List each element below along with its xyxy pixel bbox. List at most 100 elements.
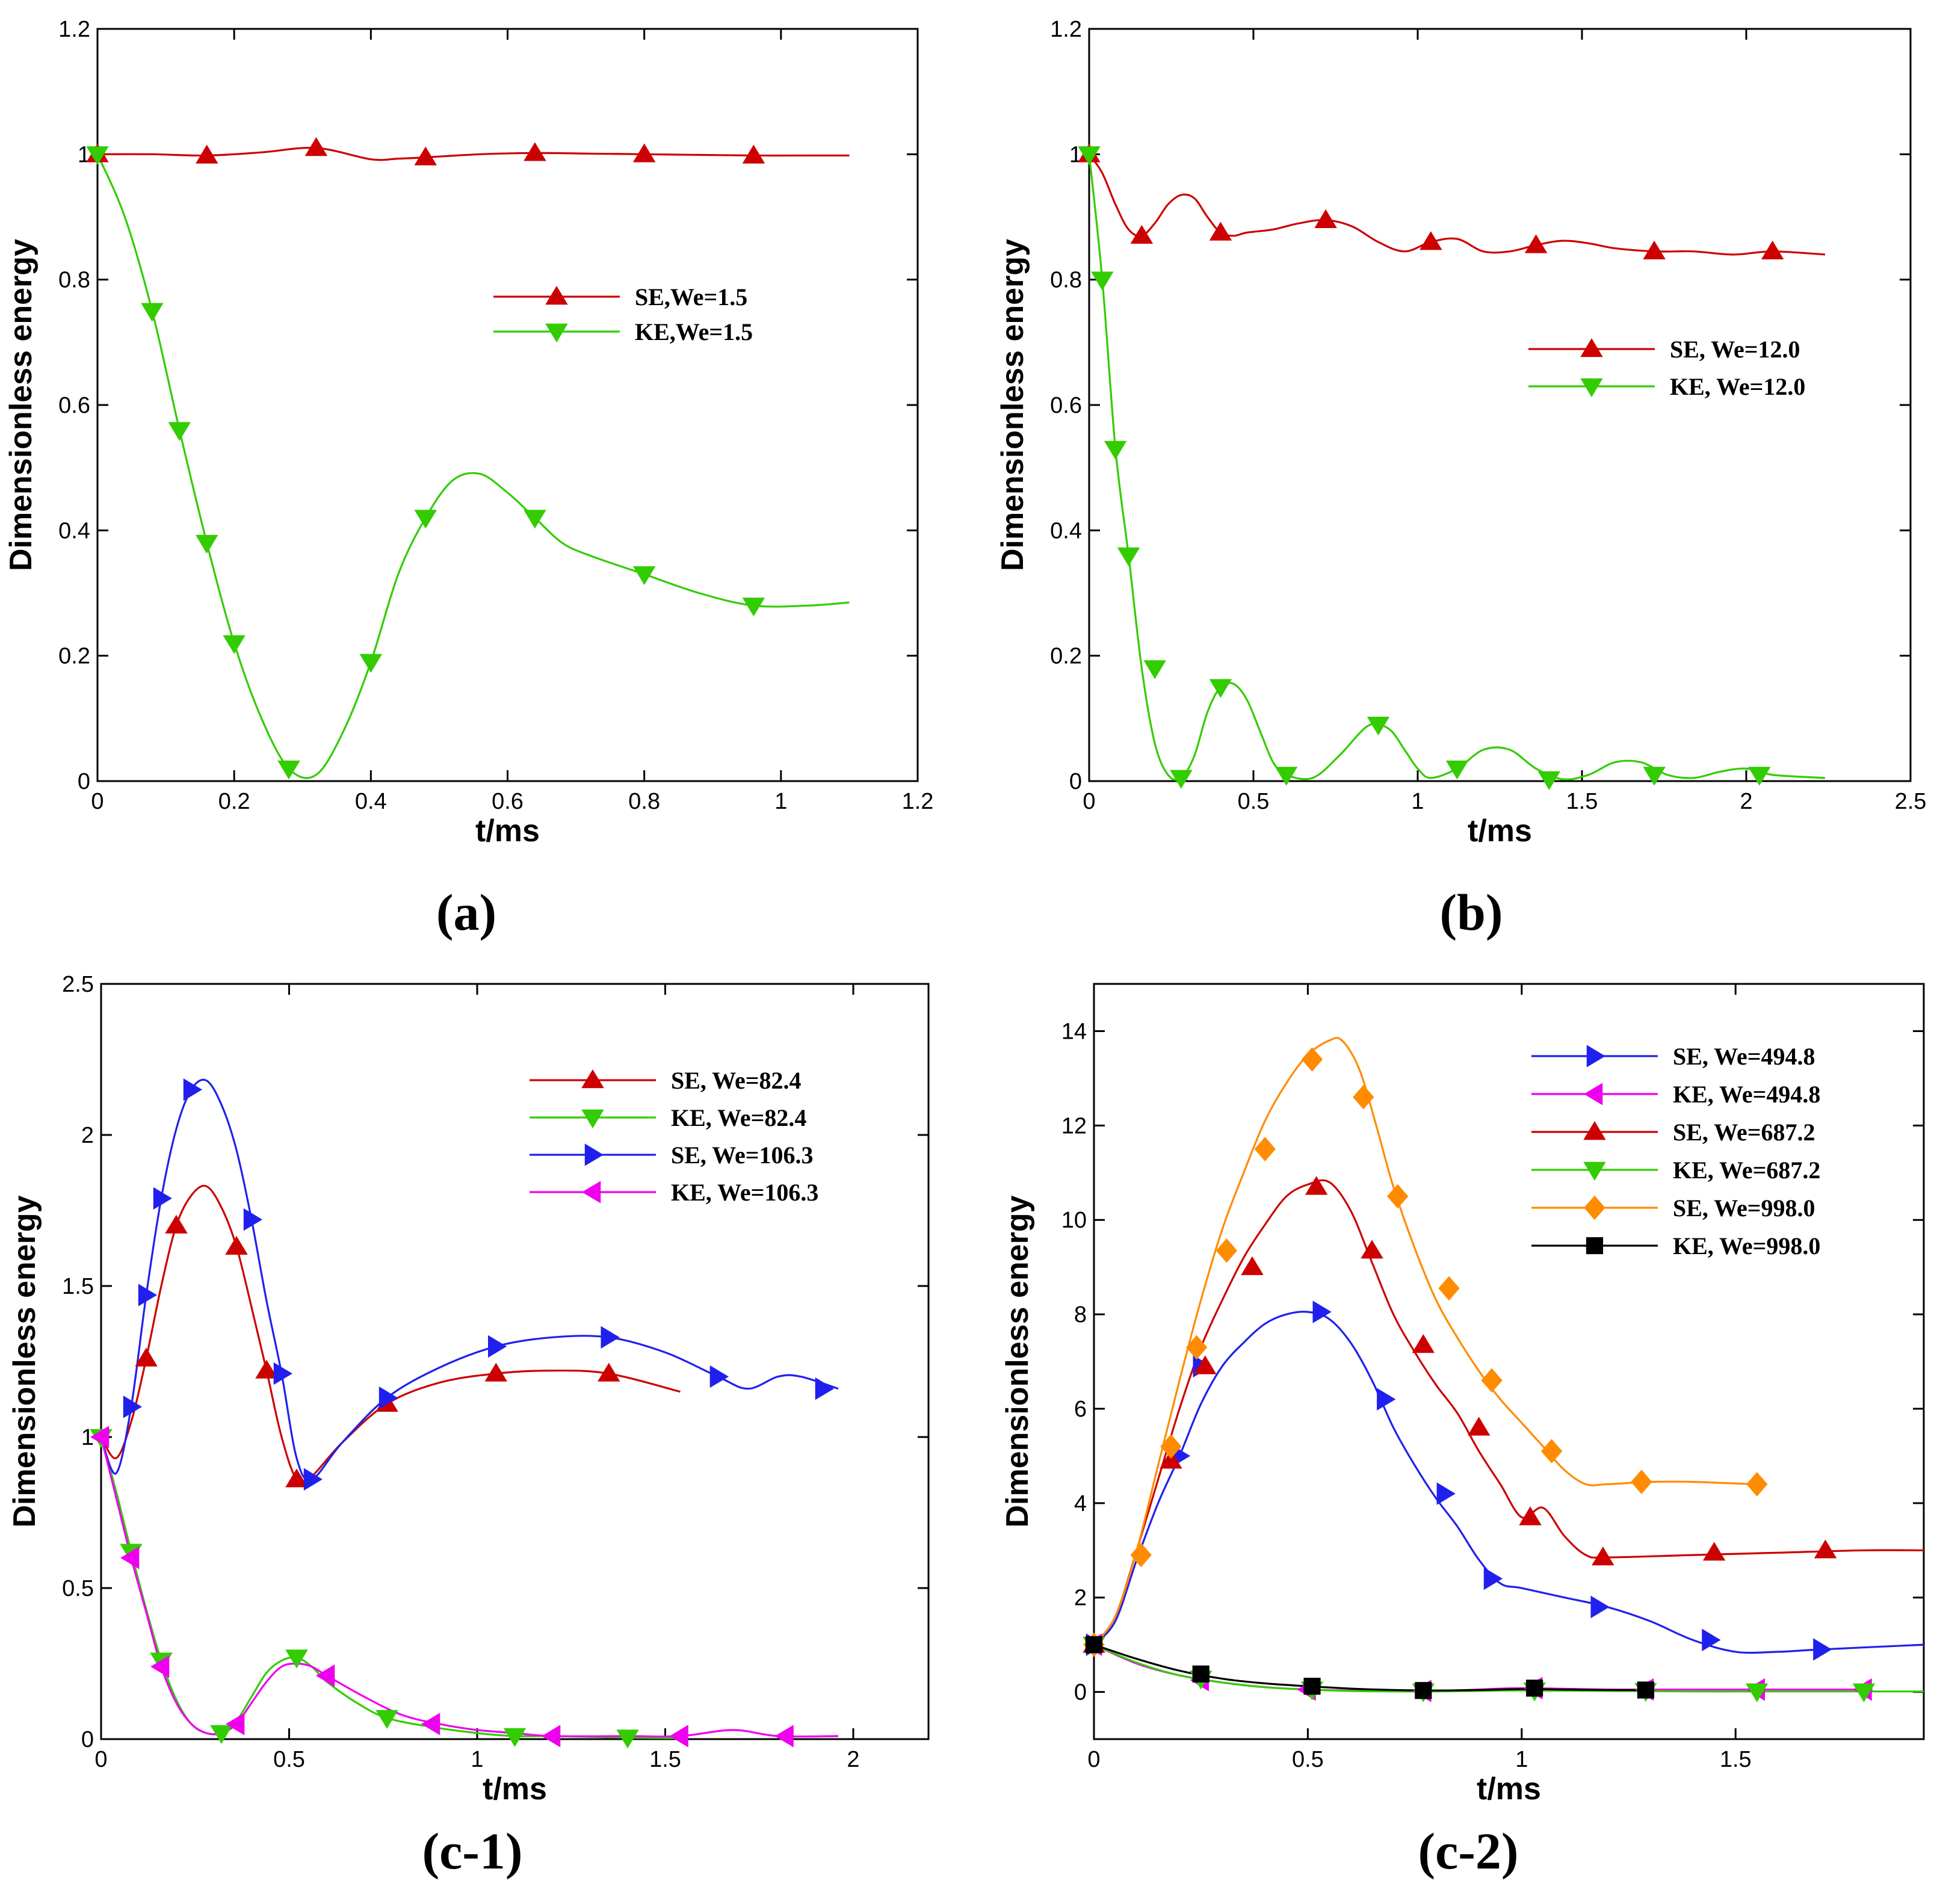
panel-c2-legend-label-0: SE, We=494.8 [1673, 1043, 1815, 1070]
panel-c1-series-0-marker [484, 1362, 507, 1382]
panel-c2-series-2-marker [1814, 1539, 1837, 1559]
panel-b-series-0-marker [1209, 221, 1232, 241]
panel-b-series-1-marker [1104, 440, 1127, 460]
panel-c1-legend-marker-2 [584, 1143, 604, 1166]
panel-c1-series-0-marker [165, 1214, 188, 1234]
panel-c1-series-line-3 [101, 1436, 839, 1738]
panel-c1-series-0-marker [225, 1235, 248, 1255]
panel-c1-series-1-marker [616, 1729, 639, 1749]
panel-c2-series-0-marker [1590, 1595, 1610, 1619]
panel-c2-plot-frame [1093, 983, 1925, 1740]
panel-c1-xtick-label: 0.5 [273, 1747, 305, 1772]
panel-c2-legend-label-5: KE, We=998.0 [1673, 1232, 1820, 1260]
panel-a-series-1-marker [223, 635, 246, 654]
panel-c2-legend-label-2: SE, We=687.2 [1673, 1119, 1815, 1146]
panel-c2-yaxis-title: Dimensionless energy [1000, 1195, 1035, 1527]
panel-c1-legend-label-0: SE, We=82.4 [671, 1067, 802, 1094]
panel-b-xtick-label: 0.5 [1238, 789, 1270, 814]
panel-b-xaxis-title: t/ms [1468, 814, 1532, 848]
panel-c1-series-2-marker [601, 1326, 620, 1349]
panel-c2-series-4-marker [1481, 1368, 1503, 1393]
panel-a-legend-label-0: SE,We=1.5 [635, 283, 747, 311]
panel-a-ytick-label: 0 [78, 769, 90, 794]
panel-c1-series-line-2 [101, 1078, 839, 1481]
panel-b-series-1-marker [1209, 679, 1232, 698]
panel-b-ytick-label: 0 [1069, 769, 1082, 794]
panel-b-legend-marker-1 [1580, 378, 1603, 397]
panel-c2: 0 0.5 1 1.5 0 2 4 6 8 10 12 14 t/ms Dimensionless ene… [1000, 983, 1925, 1880]
panel-b-series-1-marker [1170, 770, 1193, 789]
panel-c1-series-2-marker [273, 1362, 292, 1385]
panel-c2-xtick-label: 1.5 [1720, 1747, 1752, 1772]
panel-b-series-1-marker [1117, 547, 1140, 566]
panel-c2-series-0-marker [1483, 1567, 1503, 1590]
panel-c1-ytick-label: 0 [81, 1727, 94, 1752]
panel-a-legend-label-1: KE,We=1.5 [635, 318, 753, 345]
panel-a-xtick-label: 0.2 [218, 789, 250, 814]
panel-a-series-1-marker [742, 598, 765, 617]
panel-c1-series-3-marker [90, 1426, 110, 1448]
panel-a-ytick-label: 0.4 [58, 518, 90, 543]
panel-c2-series-4-marker [1185, 1335, 1208, 1360]
panel-c2-series-2-marker [1412, 1334, 1435, 1353]
panel-c2-series-4-marker [1746, 1472, 1768, 1497]
panel-a-series-0-marker [524, 142, 546, 161]
panel-c2-legend-marker-1 [1584, 1083, 1603, 1105]
panel-c2-xtick-label: 1 [1515, 1747, 1528, 1772]
panel-c1-legend-marker-3 [582, 1181, 601, 1204]
panel-c2-series-5-marker [1192, 1665, 1209, 1683]
panel-c1-series-0-marker [285, 1468, 308, 1488]
panel-c2-series-0-marker [1312, 1300, 1332, 1323]
panel-a-yaxis-title: Dimensionless energy [4, 239, 39, 571]
panel-a-series-0-marker [196, 144, 218, 164]
panel-b-plot-frame [1088, 28, 1912, 782]
panel-c1-series-1-marker [503, 1728, 527, 1747]
panel-b-series-1-marker [1445, 760, 1469, 780]
panel-b-series-0-marker [1130, 224, 1154, 244]
panel-c1-xtick-label: 1 [471, 1747, 483, 1772]
panel-a-series-1-marker [86, 146, 109, 165]
panel-b-ytick-label: 1.2 [1050, 17, 1082, 42]
panel-c1-legend-marker-1 [581, 1109, 604, 1128]
panel-a: 0 0.2 0.4 0.6 0.8 1 1.2 0 0.2 0.4 0.6 0.8 1 1.2 t/ms Di… [4, 17, 933, 941]
panel-a-xtick-label: 0.8 [628, 789, 660, 814]
panel-c1-series-1-marker [375, 1710, 398, 1729]
panel-c2-legend-marker-5 [1586, 1237, 1604, 1255]
panel-c2-series-0-marker [1377, 1388, 1396, 1411]
panel-c2-series-line-5 [1094, 1643, 1646, 1692]
panel-b-series-0-marker [1761, 240, 1784, 259]
panel-b-series-1-marker [1537, 771, 1561, 790]
panel-c1-series-0-marker [598, 1362, 620, 1382]
panel-c1-series-2-marker [123, 1396, 142, 1418]
panel-c1-xtick-label: 0 [94, 1747, 107, 1772]
panel-c2-series-4-marker [1254, 1137, 1276, 1161]
panel-c1-series-line-1 [101, 1436, 681, 1739]
panel-c1-xtick-label: 2 [847, 1747, 859, 1772]
panel-a-xaxis-title: t/ms [475, 814, 540, 848]
panel-c1-series-line-0 [101, 1184, 681, 1484]
panel-b-ytick-label: 0.4 [1050, 518, 1082, 543]
panel-b-series-0-marker [1524, 234, 1548, 253]
panel-a-series-1-marker [141, 303, 164, 322]
panel-c2-series-2-marker [1160, 1450, 1182, 1469]
panel-b-ytick-label: 0.2 [1050, 644, 1082, 669]
panel-c1-series-1-marker [210, 1725, 233, 1744]
panel-c2-legend-marker-2 [1583, 1121, 1606, 1140]
panel-c1-xtick-label: 1.5 [649, 1747, 681, 1772]
panel-c2-series-4-marker [1130, 1542, 1152, 1568]
panel-b-series-0-marker [1314, 209, 1337, 228]
panel-a-series-1-marker [632, 566, 656, 586]
panel-b-plot-area [1089, 153, 1826, 781]
panel-c2-xtick-label: 0 [1087, 1747, 1100, 1772]
panel-c1-series-3-marker [669, 1725, 688, 1748]
panel-c1-yaxis-title: Dimensionless energy [7, 1195, 42, 1527]
panel-c1-series-2-marker [303, 1468, 323, 1491]
panel-a-plot-frame [96, 28, 919, 782]
panel-c2-series-5-marker [1085, 1636, 1103, 1654]
panel-b-series-1-marker [1748, 767, 1771, 786]
panel-a-ytick-label: 0.8 [58, 268, 90, 293]
panel-c1-ytick-label: 1 [81, 1425, 94, 1450]
panel-a-caption: (a) [436, 883, 496, 941]
panel-b-caption: (b) [1439, 883, 1503, 941]
panel-c2-legend-marker-3 [1583, 1161, 1606, 1181]
